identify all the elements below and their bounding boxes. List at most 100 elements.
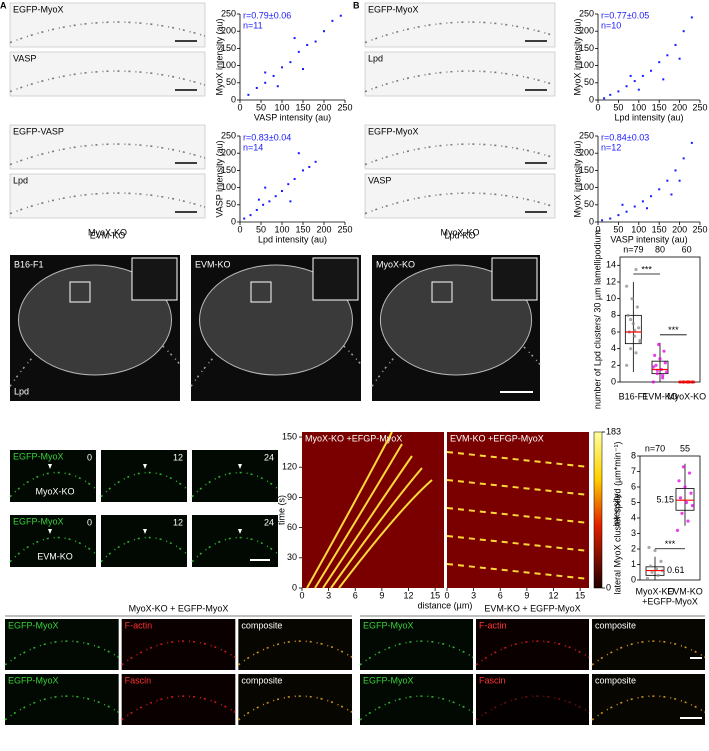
x-tick-label: EVM-KO (642, 391, 678, 401)
point (641, 74, 644, 77)
caption: MyoX-KO (88, 227, 127, 237)
micrograph (592, 619, 705, 670)
point (661, 376, 665, 380)
x-tick-label: 100 (274, 102, 289, 112)
point (297, 50, 300, 53)
y-tick-label: 0 (589, 94, 594, 104)
point (631, 322, 635, 326)
row-label: EVM-KO (37, 551, 73, 561)
y-tick-label: 0 (231, 94, 236, 104)
cell-edge (191, 471, 279, 498)
point (651, 380, 655, 384)
x-tick-label: 150 (652, 224, 667, 234)
y-tick-label: 50 (226, 199, 236, 209)
label: MyoX-KO (376, 259, 415, 269)
y-tick-label: 12 (606, 276, 616, 286)
label: VASP (13, 53, 36, 63)
y-tick-label: 1 (631, 559, 636, 569)
point (287, 183, 290, 186)
y-axis-label: number of Lpd clusters/ 30 µm lamellipod… (592, 230, 602, 409)
cell-edge (191, 536, 279, 563)
group-title: MyoX-KO + EGFP-MyoX (129, 603, 229, 613)
point (645, 576, 650, 581)
point (650, 570, 654, 574)
y-tick-label: 200 (579, 26, 594, 36)
point (293, 37, 296, 40)
point (331, 19, 334, 22)
point (255, 86, 258, 89)
point (601, 219, 604, 222)
point (657, 342, 661, 347)
point (690, 141, 693, 144)
point (633, 80, 636, 83)
y-tick-label: 150 (579, 165, 594, 175)
significance: *** (668, 325, 679, 335)
y-tick-label: 10 (606, 293, 616, 303)
y-tick-label: 4 (611, 343, 616, 353)
kymograph (302, 432, 444, 588)
time-label: 12 (173, 452, 183, 462)
y-tick-label: 100 (221, 182, 236, 192)
annotation: n=12 (601, 142, 621, 152)
point (617, 214, 620, 217)
y-tick-label: 4 (631, 512, 636, 522)
point (249, 214, 252, 217)
point (687, 471, 692, 475)
kymo-track (322, 455, 413, 589)
channel-label: EGFP-MyoX (8, 620, 59, 630)
value-label: 5.15 (656, 495, 674, 505)
y-axis-label: time (s) (276, 495, 286, 525)
colorbar-tick-label: 0 (606, 582, 611, 592)
micrograph (121, 674, 236, 725)
y-tick-label: 100 (221, 60, 236, 70)
inset (131, 257, 178, 301)
x-tick-label: 150 (295, 224, 310, 234)
point (659, 559, 663, 564)
micrograph (10, 515, 96, 567)
x-tick-label: 6 (353, 590, 358, 600)
point (633, 328, 637, 332)
x-tick-label: 12 (403, 590, 413, 600)
arrowhead (48, 529, 52, 534)
annotation: r=0.79±0.06 (243, 10, 291, 20)
point (645, 207, 648, 210)
n-label: n=79 (623, 244, 643, 254)
y-tick-label: 2 (611, 360, 616, 370)
y-tick-label: 150 (579, 43, 594, 53)
x-tick-label: 50 (256, 102, 266, 112)
kymo-track (338, 479, 433, 589)
x-tick-label: 50 (613, 224, 623, 234)
point (666, 54, 669, 57)
y-tick-label: 50 (584, 199, 594, 209)
time-label: 0 (87, 517, 92, 527)
row-label: MyoX-KO (35, 486, 74, 496)
plot-frame (639, 455, 701, 581)
cell-edge (475, 640, 590, 666)
x-tick-label: 9 (524, 590, 529, 600)
micrograph (476, 619, 589, 670)
point (674, 43, 677, 46)
point (247, 93, 250, 96)
micrograph (364, 2, 556, 48)
channel-label: composite (595, 620, 636, 630)
kymo-track (446, 563, 590, 580)
micrograph (192, 515, 278, 567)
point (281, 190, 283, 193)
point (637, 88, 640, 91)
point (650, 195, 653, 198)
point (625, 363, 629, 367)
micrograph (192, 450, 278, 502)
point (255, 208, 258, 211)
point (625, 85, 628, 88)
point (670, 193, 673, 196)
n-label: 80 (655, 244, 665, 254)
kymo-track (446, 507, 590, 524)
x-axis-label: Lpd intensity (au) (258, 234, 327, 244)
point (682, 30, 685, 33)
y-tick-label: 0 (631, 574, 636, 584)
x-tick-label: 150 (652, 102, 667, 112)
time-label: 0 (87, 452, 92, 462)
channel-label: EGFP-MyoX (8, 675, 59, 685)
y-tick-label: 14 (606, 260, 616, 270)
x-tick-label: 250 (337, 224, 352, 234)
